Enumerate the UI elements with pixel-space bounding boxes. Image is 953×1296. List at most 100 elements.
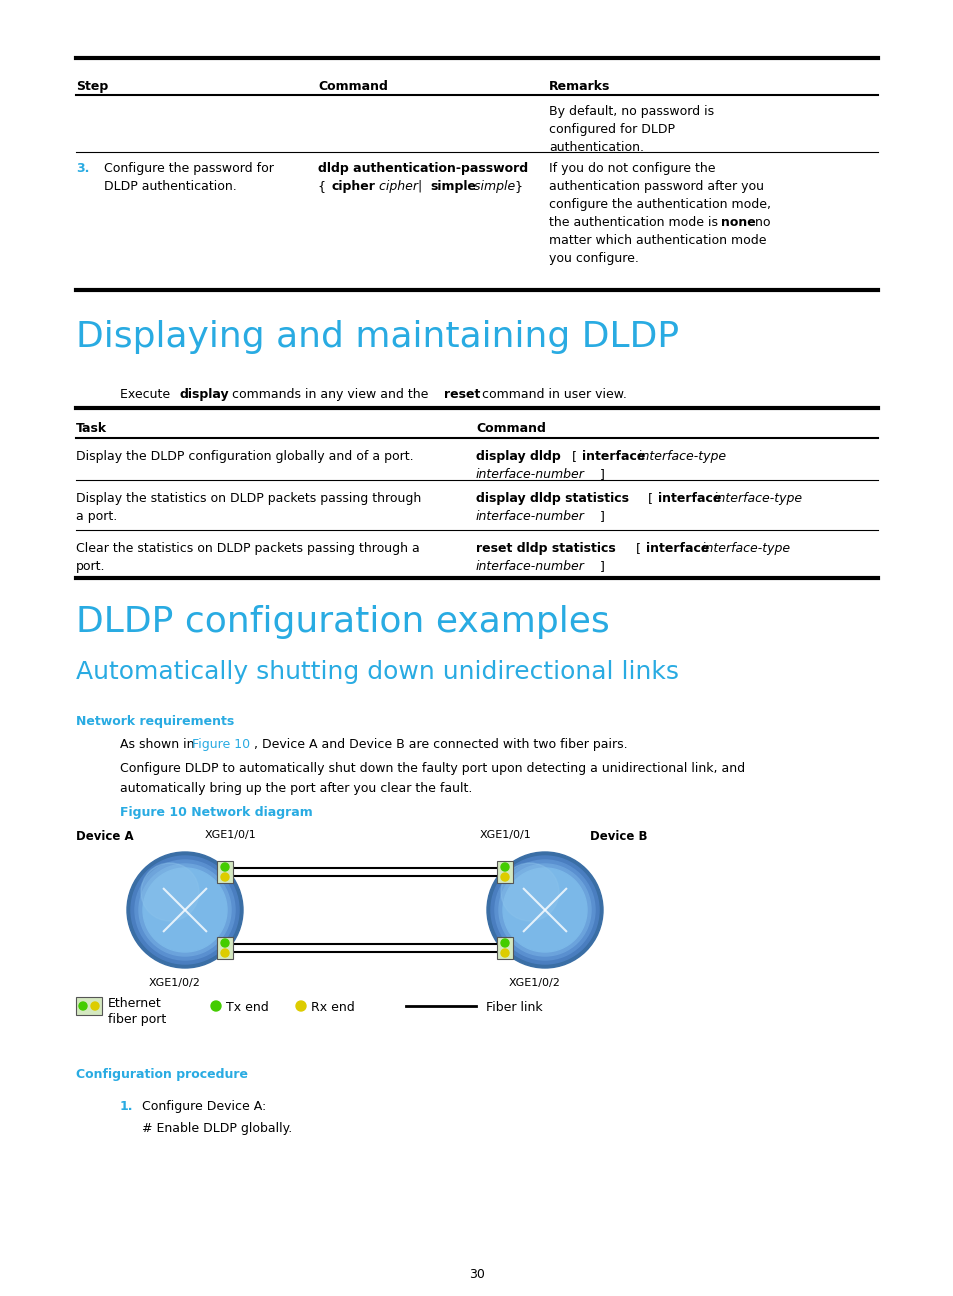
Text: As shown in: As shown in	[120, 737, 198, 750]
Circle shape	[500, 863, 558, 921]
Text: XGE1/0/2: XGE1/0/2	[509, 978, 560, 988]
Text: XGE1/0/1: XGE1/0/1	[479, 829, 531, 840]
Text: a port.: a port.	[76, 511, 117, 524]
Text: interface-number: interface-number	[476, 560, 584, 573]
Text: # Enable DLDP globally.: # Enable DLDP globally.	[142, 1122, 292, 1135]
Text: Command: Command	[317, 80, 388, 93]
Circle shape	[498, 864, 590, 956]
Circle shape	[486, 851, 602, 968]
Text: you configure.: you configure.	[548, 251, 639, 264]
Text: commands in any view and the: commands in any view and the	[228, 388, 432, 400]
Text: port.: port.	[76, 560, 106, 573]
Text: Configure Device A:: Configure Device A:	[142, 1100, 266, 1113]
Text: authentication password after you: authentication password after you	[548, 180, 763, 193]
FancyBboxPatch shape	[497, 861, 513, 883]
Text: dldp authentication-password: dldp authentication-password	[317, 162, 528, 175]
Text: display dldp statistics: display dldp statistics	[476, 492, 628, 505]
Text: 3.: 3.	[76, 162, 90, 175]
Text: Figure 10: Figure 10	[192, 737, 250, 750]
Text: Figure 10 Network diagram: Figure 10 Network diagram	[120, 806, 313, 819]
Text: [: [	[643, 492, 657, 505]
Text: matter which authentication mode: matter which authentication mode	[548, 235, 765, 248]
Text: no: no	[750, 216, 770, 229]
Circle shape	[491, 855, 598, 964]
Circle shape	[502, 868, 586, 953]
Text: {: {	[317, 180, 330, 193]
Text: Rx end: Rx end	[311, 1001, 355, 1013]
Circle shape	[211, 1001, 221, 1011]
Text: display: display	[180, 388, 230, 400]
Circle shape	[221, 874, 229, 881]
Text: interface-number: interface-number	[476, 511, 584, 524]
Text: Command: Command	[476, 422, 545, 435]
Text: If you do not configure the: If you do not configure the	[548, 162, 715, 175]
Text: configure the authentication mode,: configure the authentication mode,	[548, 198, 770, 211]
Text: 30: 30	[469, 1267, 484, 1280]
Text: Remarks: Remarks	[548, 80, 610, 93]
Text: ]: ]	[596, 468, 604, 481]
Text: Step: Step	[76, 80, 108, 93]
Text: Configuration procedure: Configuration procedure	[76, 1068, 248, 1081]
Text: reset: reset	[443, 388, 480, 400]
Text: }: }	[511, 180, 522, 193]
Text: cipher: cipher	[375, 180, 417, 193]
Circle shape	[79, 1002, 87, 1010]
Text: interface-type: interface-type	[634, 450, 725, 463]
Text: Device B: Device B	[589, 829, 647, 842]
Circle shape	[500, 940, 509, 947]
FancyBboxPatch shape	[76, 997, 102, 1015]
Text: 1.: 1.	[120, 1100, 133, 1113]
Text: DLDP configuration examples: DLDP configuration examples	[76, 605, 609, 639]
Circle shape	[127, 851, 243, 968]
Circle shape	[500, 949, 509, 956]
Text: , Device A and Device B are connected with two fiber pairs.: , Device A and Device B are connected wi…	[253, 737, 627, 750]
Circle shape	[221, 940, 229, 947]
Text: interface-number: interface-number	[476, 468, 584, 481]
Text: Task: Task	[76, 422, 107, 435]
Text: fiber port: fiber port	[108, 1013, 166, 1026]
Text: automatically bring up the port after you clear the fault.: automatically bring up the port after yo…	[120, 781, 472, 794]
Circle shape	[500, 874, 509, 881]
Text: Configure DLDP to automatically shut down the faulty port upon detecting a unidi: Configure DLDP to automatically shut dow…	[120, 762, 744, 775]
FancyBboxPatch shape	[497, 937, 513, 959]
Text: Execute: Execute	[120, 388, 174, 400]
Text: Tx end: Tx end	[226, 1001, 269, 1013]
Text: Clear the statistics on DLDP packets passing through a: Clear the statistics on DLDP packets pas…	[76, 542, 419, 555]
Circle shape	[131, 855, 239, 964]
Text: cipher: cipher	[332, 180, 375, 193]
Circle shape	[221, 863, 229, 871]
Text: [: [	[631, 542, 644, 555]
Text: Fiber link: Fiber link	[485, 1001, 542, 1013]
Text: interface: interface	[645, 542, 709, 555]
Circle shape	[91, 1002, 99, 1010]
Circle shape	[295, 1001, 306, 1011]
Text: Displaying and maintaining DLDP: Displaying and maintaining DLDP	[76, 320, 679, 354]
Text: command in user view.: command in user view.	[477, 388, 626, 400]
Text: DLDP authentication.: DLDP authentication.	[104, 180, 236, 193]
Text: |: |	[414, 180, 426, 193]
Text: Display the statistics on DLDP packets passing through: Display the statistics on DLDP packets p…	[76, 492, 421, 505]
Text: ]: ]	[596, 511, 604, 524]
Text: Ethernet: Ethernet	[108, 997, 162, 1010]
Circle shape	[500, 863, 509, 871]
Text: Automatically shutting down unidirectional links: Automatically shutting down unidirection…	[76, 660, 679, 684]
Circle shape	[135, 861, 234, 960]
Text: display dldp: display dldp	[476, 450, 560, 463]
Text: interface: interface	[658, 492, 720, 505]
FancyBboxPatch shape	[216, 861, 233, 883]
Text: interface-type: interface-type	[709, 492, 801, 505]
Circle shape	[221, 949, 229, 956]
Text: interface-type: interface-type	[698, 542, 789, 555]
Circle shape	[143, 868, 227, 953]
Text: none: none	[720, 216, 755, 229]
Text: By default, no password is: By default, no password is	[548, 105, 714, 118]
Text: XGE1/0/1: XGE1/0/1	[205, 829, 256, 840]
Text: the authentication mode is: the authentication mode is	[548, 216, 721, 229]
Text: simple: simple	[430, 180, 476, 193]
Text: Configure the password for: Configure the password for	[104, 162, 274, 175]
Text: XGE1/0/2: XGE1/0/2	[149, 978, 201, 988]
FancyBboxPatch shape	[216, 937, 233, 959]
Circle shape	[139, 864, 231, 956]
Circle shape	[495, 861, 595, 960]
Text: Display the DLDP configuration globally and of a port.: Display the DLDP configuration globally …	[76, 450, 414, 463]
